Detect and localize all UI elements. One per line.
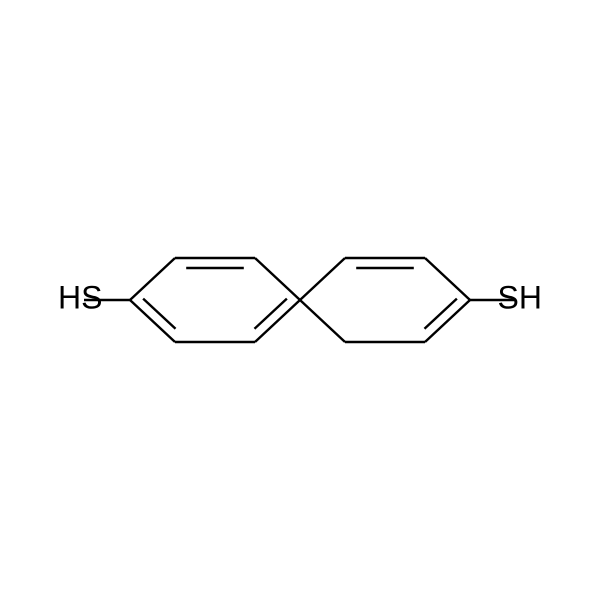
atom-label-SH_right: SH	[498, 279, 542, 315]
bond	[254, 299, 286, 329]
bond	[255, 258, 300, 300]
bond	[300, 258, 345, 300]
molecule-canvas: HS SH	[0, 0, 600, 600]
bond	[143, 299, 175, 329]
atom-label-SH_left: HS	[58, 279, 102, 315]
bond	[300, 300, 345, 342]
bond	[425, 258, 470, 300]
bond	[424, 299, 456, 329]
bond	[130, 258, 175, 300]
